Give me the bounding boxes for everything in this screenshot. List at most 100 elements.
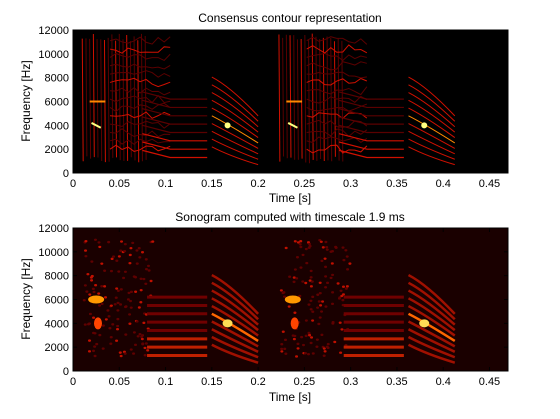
sonogram-speck: [98, 245, 102, 249]
contour-stroke: [85, 38, 88, 157]
sonogram-speck: [318, 281, 322, 284]
sonogram-speck: [329, 276, 333, 280]
x-tick-label: 0.1: [158, 376, 173, 388]
sonogram-speck: [299, 266, 303, 269]
contour-line: [306, 95, 368, 104]
contour-line: [109, 70, 171, 78]
sonogram-band: [211, 273, 260, 315]
sonogram-speck: [144, 258, 148, 261]
sonogram-band: [407, 304, 456, 337]
sonogram-speck: [87, 350, 91, 353]
sonogram-speck: [137, 306, 141, 309]
contour-line: [306, 77, 368, 86]
sonogram-speck: [120, 240, 124, 243]
sonogram-speck: [116, 289, 120, 292]
sonogram-speck: [115, 339, 119, 342]
sonogram-speck: [144, 342, 148, 345]
sonogram-speck: [299, 240, 303, 243]
sonogram-speck: [318, 316, 322, 319]
contour-line: [306, 86, 368, 96]
sonogram-band: [407, 328, 456, 353]
contour-line: [211, 76, 259, 117]
sonogram-speck: [88, 339, 92, 342]
sonogram-speck: [141, 334, 145, 337]
sonogram-speck: [116, 309, 120, 312]
sonogram-speck: [345, 285, 349, 288]
sonogram-band: [407, 312, 456, 343]
contour-line: [109, 111, 171, 119]
sonogram-speck: [310, 336, 314, 339]
sonogram-band: [407, 343, 456, 364]
contour-line: [109, 46, 171, 54]
contour-line: [211, 130, 259, 155]
sonogram-speck: [339, 351, 343, 354]
sonogram-speck: [112, 255, 116, 258]
sonogram-speck: [95, 342, 99, 346]
x-tick-label: 0.3: [343, 376, 358, 388]
sonogram-speck: [116, 301, 120, 305]
contour-line: [109, 120, 171, 129]
sonogram-speck: [315, 338, 319, 341]
sonogram-band: [211, 343, 259, 364]
sonogram-speck: [308, 242, 312, 246]
sonogram-speck: [100, 262, 104, 265]
sonogram-speck: [101, 324, 105, 327]
sonogram-speck: [97, 292, 101, 295]
harmonic-line: [142, 108, 208, 117]
contour-stroke: [311, 33, 314, 160]
y-tick-label: 2000: [45, 144, 69, 156]
sonogram-speck: [84, 239, 88, 243]
sonogram-speck: [109, 269, 113, 273]
sonogram-speck: [281, 330, 285, 333]
contour-stroke: [319, 39, 322, 159]
sonogram-speck: [345, 255, 349, 258]
sonogram-band: [211, 289, 259, 326]
y-ticks: 0 2000 4000 6000 8000 10000 12000: [38, 223, 508, 378]
sonogram-speck: [123, 352, 127, 355]
sonogram-speck: [344, 287, 348, 290]
contour-stroke: [107, 37, 110, 162]
contour-line: [211, 99, 259, 133]
sonogram-speck: [310, 280, 314, 283]
sonogram-band: [211, 297, 259, 332]
x-ticks: 0 0.05 0.1 0.15 0.2 0.25 0.3 0.35 0.4 0.45: [70, 228, 500, 388]
sonogram-hotspot: [290, 317, 299, 330]
sonogram-speck: [331, 302, 335, 306]
sonogram-speck: [128, 322, 132, 325]
contour-line: [306, 44, 368, 54]
sonogram-speck: [88, 312, 92, 316]
sonogram-speck: [311, 295, 315, 299]
sonogram-speck: [119, 249, 123, 252]
x-tick-label: 0.2: [250, 178, 265, 190]
contour-stroke: [81, 38, 84, 162]
sonogram-speck: [283, 338, 287, 342]
contour-marks: [81, 33, 456, 166]
sonogram-speck: [129, 306, 133, 309]
sonogram-speck: [139, 277, 143, 280]
sonogram-speck: [100, 285, 104, 288]
sonogram-speck: [122, 276, 126, 280]
sonogram-speck: [318, 291, 322, 295]
y-tick-label: 12000: [38, 25, 69, 37]
x-tick-label: 0.3: [343, 178, 358, 190]
contour-line: [306, 103, 368, 112]
y-tick-label: 4000: [45, 318, 69, 330]
sonogram-speck: [107, 315, 111, 318]
sonogram-speck: [334, 245, 338, 249]
contour-line: [408, 99, 456, 133]
sonogram-speck: [134, 343, 138, 347]
sonogram-speck: [309, 299, 313, 302]
sonogram-band: [407, 281, 456, 321]
contour-line: [109, 138, 171, 145]
y-tick-label: 10000: [38, 247, 69, 259]
contour-line: [408, 138, 455, 160]
sonogram-speck: [324, 286, 328, 289]
sonogram-speck: [116, 317, 120, 321]
sonogram-speck: [337, 297, 341, 300]
sonogram-speck: [304, 334, 308, 338]
sonogram-hotspot: [93, 317, 102, 330]
sonogram-speck: [94, 284, 98, 287]
contour-stroke: [326, 36, 329, 161]
sonogram-speck: [124, 333, 128, 336]
x-tick-label: 0.4: [436, 178, 451, 190]
